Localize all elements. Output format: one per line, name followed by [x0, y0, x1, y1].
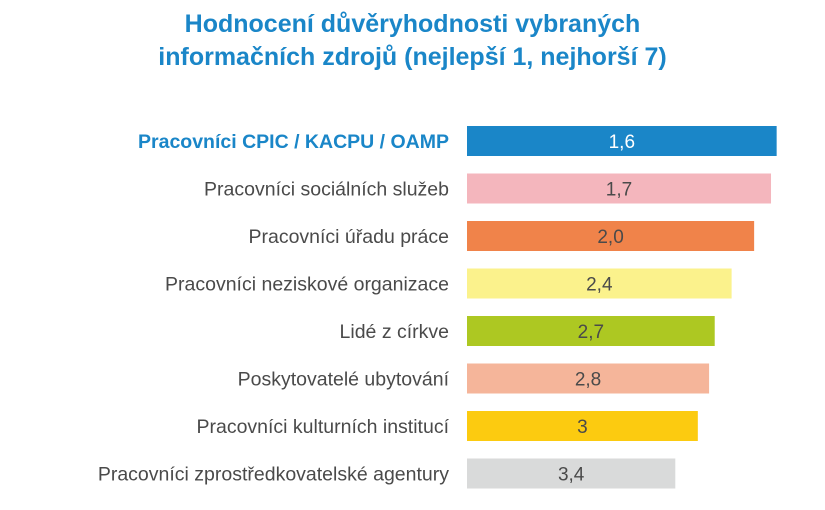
category-label-4: Pracovníci neziskové organizace: [165, 274, 449, 296]
bar-8: [467, 458, 676, 489]
value-label-6: 2,8: [575, 370, 601, 391]
bar-4: [467, 268, 732, 299]
bar-7: [467, 411, 698, 441]
value-label-2: 1,7: [606, 180, 632, 201]
chart-title-line-1: Hodnocení důvěryhodnosti vybraných: [184, 10, 641, 38]
bar-1: [467, 126, 777, 156]
value-label-8: 3,4: [558, 465, 585, 486]
value-label-4: 2,4: [586, 275, 613, 296]
category-label-1: Pracovníci CPIC / KACPU / OAMP: [138, 131, 449, 153]
bar-5: [467, 316, 715, 346]
category-label-8: Pracovníci zprostředkovatelské agentury: [98, 464, 449, 486]
category-label-3: Pracovníci úřadu práce: [248, 226, 449, 248]
category-label-7: Pracovníci kulturních institucí: [196, 416, 449, 438]
category-label-2: Pracovníci sociálních služeb: [204, 179, 449, 201]
value-label-1: 1,6: [609, 132, 635, 153]
bar-6: [467, 363, 710, 394]
value-label-7: 3: [577, 417, 588, 438]
chart-title: Hodnocení důvěryhodnosti vybraných infor…: [0, 8, 825, 74]
value-label-5: 2,7: [578, 322, 604, 343]
chart-title-line-2: informačních zdrojů (nejlepší 1, nejhorš…: [158, 43, 667, 71]
category-label-5: Lidé z církve: [340, 321, 449, 343]
bar-3: [467, 221, 755, 251]
category-label-6: Poskytovatelé ubytování: [238, 369, 450, 391]
value-label-3: 2,0: [597, 227, 623, 248]
bar-2: [467, 173, 772, 204]
